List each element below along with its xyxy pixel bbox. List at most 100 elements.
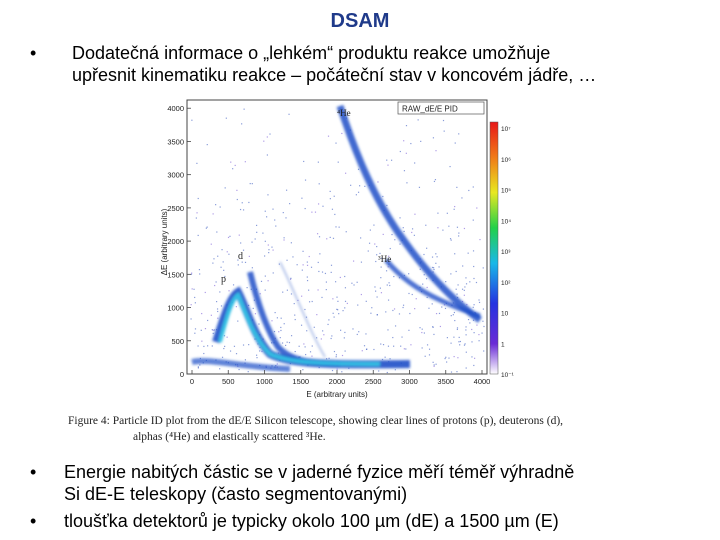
scatter-dot [478,301,481,304]
scatter-dot [194,332,196,334]
scatter-dot [452,314,454,316]
scatter-dot [408,273,410,275]
scatter-dot [234,164,236,167]
scatter-dot [398,277,401,279]
scatter-dot [357,304,359,306]
scatter-dot [220,266,222,268]
scatter-dot [330,264,333,266]
scatter-dot [435,312,438,315]
x-axis-ticks: 0 500 1000 1500 2000 2500 3000 3500 4000 [190,370,490,386]
scatter-dot [294,350,296,353]
scatter-dot [211,329,213,331]
scatter-dot [210,243,212,245]
scatter-dot [356,281,358,283]
scatter-dot [384,356,386,358]
scatter-dot [246,287,248,289]
scatter-dot [254,313,257,315]
scatter-dot [293,302,295,305]
scatter-dot [387,345,390,347]
scatter-dot [432,361,434,363]
scatter-dot [310,266,313,268]
scatter-dot [344,307,346,309]
scatter-dot [381,257,383,259]
scatter-dot [475,281,478,284]
scatter-dot [386,284,388,286]
scatter-dot [336,368,338,370]
x-tick-label: 2000 [329,377,346,386]
scatter-dot [463,344,466,346]
scatter-dot [289,278,292,280]
band-p-core [218,291,381,366]
scatter-dot [251,183,253,185]
scatter-dot [244,261,247,264]
scatter-dot [435,150,437,152]
scatter-dot [327,135,330,137]
y-tick-label: 2000 [167,237,184,246]
scatter-dot [446,361,448,363]
scatter-dot [313,326,315,328]
scatter-dot [342,310,344,312]
scatter-dot [283,239,285,241]
scatter-dot [389,284,391,287]
scatter-dot [311,211,313,213]
scatter-dot [272,249,274,251]
scatter-dot [275,225,277,227]
scatter-dot [191,119,193,121]
scatter-dot [220,305,223,307]
scatter-dot [332,312,334,314]
scatter-dot [370,312,372,314]
scatter-dot [326,238,328,240]
scatter-dot [465,351,467,353]
scatter-dot [411,293,413,296]
scatter-dot [469,322,471,324]
scatter-dot [341,354,344,357]
scatter-dot [456,371,458,373]
scatter-dot [308,289,310,291]
scatter-dot [319,253,321,255]
scatter-dot [399,243,401,245]
scatter-dot [329,198,331,200]
scatter-dot [329,236,331,239]
scatter-dot [239,208,242,211]
scatter-dot [471,341,473,343]
scatter-dot [461,197,463,199]
y-tick-label: 1500 [167,270,184,279]
scatter-dot [473,364,475,367]
scatter-dot [468,189,470,192]
scatter-dot [267,194,269,196]
scatter-dot [355,194,357,196]
scatter-dot [332,237,335,239]
scatter-dot [380,277,382,279]
scatter-dot [439,325,442,328]
scatter-dot [232,168,234,170]
scatter-dot [389,247,391,250]
scatter-dot [382,344,385,346]
scatter-dot [332,298,334,300]
scatter-dot [328,319,330,321]
scatter-dot [305,353,307,356]
y-tick-label: 0 [180,370,184,379]
scatter-dot [316,337,318,339]
scatter-dot [464,286,466,288]
scatter-dot [264,255,266,257]
scatter-dot [203,352,205,355]
scatter-dot [271,342,273,344]
scatter-dot [337,161,339,163]
color-scale-labels: 10⁻¹ 1 10 10² 10³ 10⁴ 10⁵ 10⁶ 10⁷ [501,126,515,379]
scatter-dot [314,211,317,213]
scatter-dot [472,186,474,188]
scatter-dot [248,201,250,204]
scatter-dot [290,335,293,337]
scatter-dot [483,350,485,352]
scatter-dot [462,265,464,267]
scatter-dot [336,308,338,310]
scatter-dot [228,253,230,255]
scatter-dot [214,284,216,287]
scatter-dot [276,363,278,365]
scatter-dot [241,261,243,263]
scatter-dot [271,320,273,322]
scatter-dot [204,328,207,330]
scatter-dot [337,300,339,302]
scatter-dot [373,224,375,226]
scatter-dot [386,371,388,374]
